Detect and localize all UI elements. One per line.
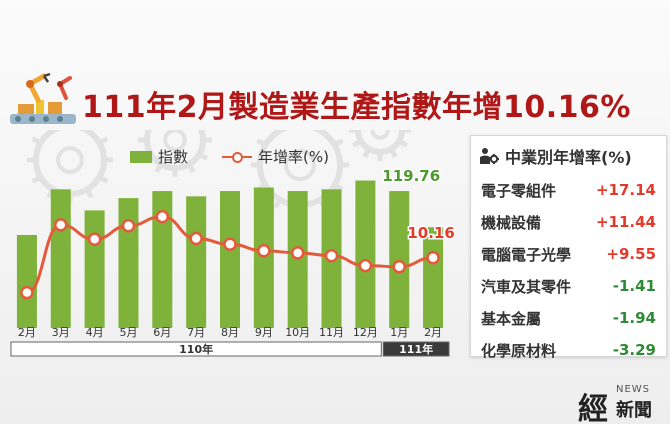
panel-row-value: -1.94 <box>612 309 656 327</box>
legend-label-line: 年增率(%) <box>258 148 329 166</box>
panel-row-category: 汽車及其零件 <box>481 277 572 296</box>
x-tick-label: 4月 <box>86 326 104 339</box>
x-axis-labels: 2月 3月 4月 5月 6月 7月 8月 9月 10月 11月 12月 1月 2月 110年 111年 <box>10 326 450 357</box>
bar-5 <box>186 196 207 328</box>
robot-arm-factory-icon <box>10 72 76 124</box>
chart-legend: 指數 年增率(%) <box>130 146 329 167</box>
logo-text: 新聞 <box>616 400 652 421</box>
x-tick-label: 3月 <box>52 326 70 339</box>
panel-row-value: -3.29 <box>612 341 656 359</box>
news-logo: 經 NEWS 新聞 <box>578 382 670 427</box>
year-group-box <box>10 341 382 357</box>
panel-row-value: +17.14 <box>595 181 656 199</box>
line-group <box>20 209 440 300</box>
bars-group <box>16 180 444 328</box>
line-point-10 <box>358 258 373 273</box>
line-point-1 <box>54 218 68 232</box>
line-point-4 <box>155 209 170 224</box>
x-tick-label: 2月 <box>424 326 442 339</box>
x-tick-label: 11月 <box>319 326 344 339</box>
panel-row-value: +11.44 <box>595 213 656 231</box>
data-label: 10.16 <box>407 224 454 242</box>
data-labels: 119.76 10.16 <box>381 166 457 244</box>
panel-row-category: 基本金屬 <box>481 309 542 328</box>
logo-char: 經 <box>578 392 608 427</box>
panel-row-value: +9.55 <box>606 245 656 263</box>
panel-title: 中業別年增率(%) <box>505 148 632 167</box>
line-point-5 <box>189 231 203 246</box>
bar-10 <box>355 180 376 328</box>
bar-11 <box>389 191 410 328</box>
x-tick-label: 1月 <box>390 326 408 339</box>
line-point-6 <box>223 237 237 251</box>
line-point-8 <box>290 246 305 260</box>
x-tick-label: 8月 <box>221 326 239 339</box>
worker-gear-icon <box>480 148 499 164</box>
panel-row-value: -1.41 <box>612 277 656 295</box>
line-point-9 <box>324 248 339 263</box>
line-point-0 <box>20 285 34 300</box>
panel-row: 基本金屬 -1.94 <box>471 302 666 334</box>
panel-rows: 電子零組件 +17.14 機械設備 +11.44 電腦電子光學 +9.55 汽車及其零件 -1… <box>471 174 666 366</box>
x-tick-label: 9月 <box>255 326 273 339</box>
bar-7 <box>253 187 274 328</box>
bar-6 <box>220 191 240 328</box>
panel-row-category: 電腦電子光學 <box>481 245 572 264</box>
gear-background-decoration <box>27 130 411 214</box>
legend-label-bar: 指數 <box>158 148 189 166</box>
bar-line-chart: 2月 3月 4月 5月 6月 7月 8月 9月 10月 11月 12月 1月 2月 110年 111年 11… <box>10 130 457 357</box>
x-tick-label: 7月 <box>187 326 205 339</box>
year-group-label: 110年 <box>179 342 213 356</box>
industry-growth-panel: 中業別年增率(%) 電子零組件 +17.14 機械設備 +11.44 電腦電子光學 +9.… <box>470 135 667 360</box>
year-group-box <box>382 341 450 357</box>
x-tick-label: 5月 <box>119 326 137 339</box>
year-group-label: 111年 <box>399 342 433 356</box>
data-label: 119.76 <box>382 167 440 185</box>
panel-row: 電腦電子光學 +9.55 <box>471 238 666 270</box>
panel-row: 電子零組件 +17.14 <box>471 174 666 206</box>
x-tick-label: 10月 <box>285 326 310 339</box>
line-point-12 <box>426 251 440 265</box>
gear-decoration <box>349 130 411 161</box>
line-point-3 <box>121 218 136 233</box>
bar-12 <box>423 227 444 328</box>
bar-4 <box>152 191 173 328</box>
line-point-7 <box>257 244 271 258</box>
bar-1 <box>50 189 71 328</box>
legend-item-line: 年增率(%) <box>222 146 329 167</box>
legend-item-bar: 指數 <box>130 146 188 167</box>
line-point-2 <box>87 232 102 247</box>
chart-title: 111年2月製造業生產指數年增10.16% <box>82 90 631 125</box>
panel-header: 中業別年增率(%) <box>471 136 666 174</box>
bar-2 <box>84 210 105 328</box>
panel-row: 化學原材料 -3.29 <box>471 334 666 366</box>
panel-row: 機械設備 +11.44 <box>471 206 666 238</box>
x-tick-label: 2月 <box>18 326 36 339</box>
bar-0 <box>16 234 37 328</box>
panel-row-category: 化學原材料 <box>481 341 557 360</box>
x-tick-label: 12月 <box>353 326 378 339</box>
panel-row: 汽車及其零件 -1.41 <box>471 270 666 302</box>
logo-news: NEWS <box>616 384 651 395</box>
panel-row-category: 電子零組件 <box>481 181 557 200</box>
x-tick-label: 6月 <box>153 326 171 339</box>
legend-swatch-line <box>222 151 253 163</box>
bar-3 <box>118 198 139 328</box>
line-point-11 <box>392 260 406 274</box>
title-area: 111年2月製造業生產指數年增10.16% <box>0 70 670 128</box>
legend-swatch-bar <box>130 150 152 163</box>
panel-row-category: 機械設備 <box>481 213 542 232</box>
